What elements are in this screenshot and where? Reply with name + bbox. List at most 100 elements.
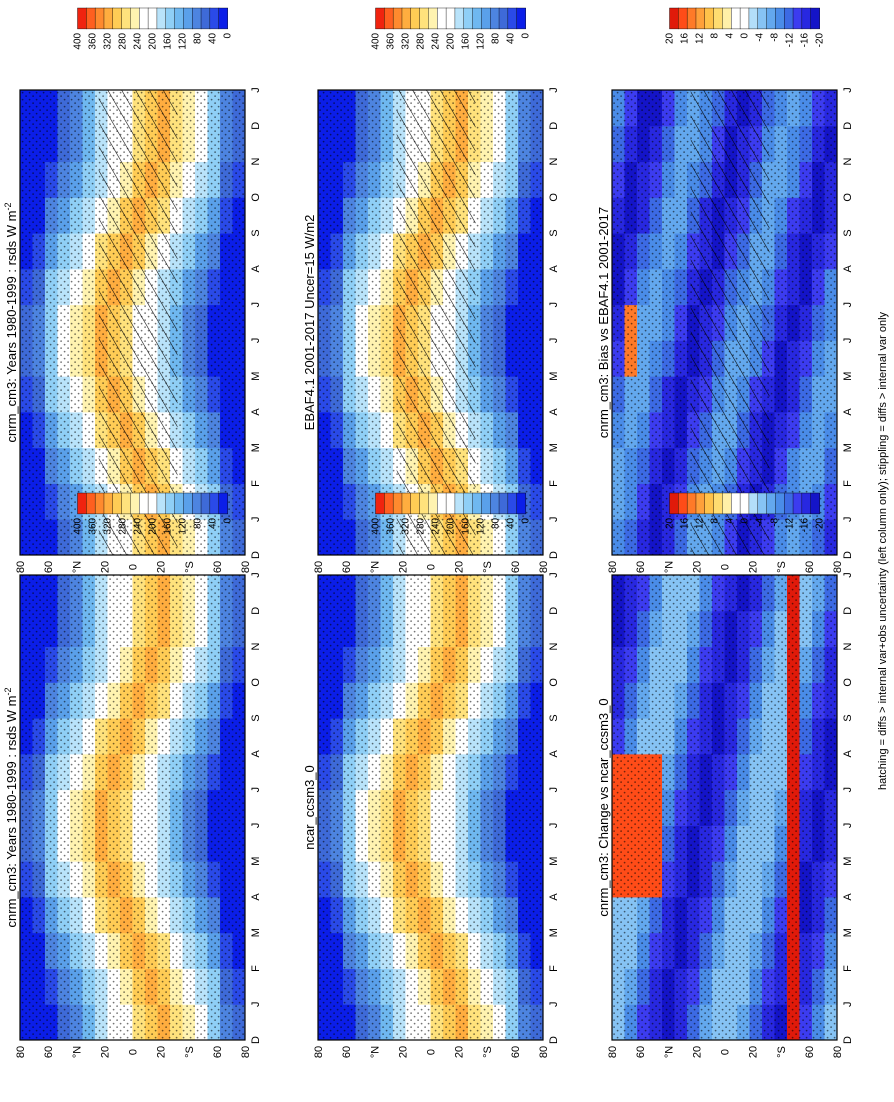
colorbar-swatch [165,7,176,30]
colorbar-tick-label: 360 [386,517,397,534]
month-tick-label: F [842,965,854,972]
latitude-tick-label: 20 [397,1046,409,1058]
colorbar-tick-label: 280 [118,32,129,49]
latitude-tick-label: 0 [720,1049,732,1055]
month-tick-label: D [250,607,262,615]
colorbar-tick-label: -12 [785,517,796,532]
month-tick-label: S [548,229,560,236]
panel-bias-vs-observation: cnrm_cm3: Bias vs EBAF4.1 2001-2017 D J F M A… [596,7,854,573]
month-tick-label: D [842,1036,854,1044]
latitude-tick-label: 80 [538,1046,550,1058]
month-tick-labels: D J F M A M J J A S O N D J [250,572,262,1044]
colorbar-swatch [139,7,149,30]
latitude-tick-labels: 80 60 °N 20 0 20 °S 60 80 [607,561,844,573]
plot-frame [19,89,246,556]
month-tick-label: F [548,480,560,487]
month-tick-label: J [250,87,262,93]
latitude-tick-label: 60 [212,1046,224,1058]
colorbar-swatch [156,492,167,515]
colorbar-tick-label: 120 [476,517,487,534]
month-tick-label: J [842,572,854,578]
colorbar-tick-label: 200 [148,32,159,49]
colorbar-swatch [147,7,158,30]
latitude-tick-label: 80 [607,561,619,573]
colorbar-swatch [112,492,123,515]
month-tick-label: J [548,787,560,793]
latitude-tick-labels: 80 60 °N 20 0 20 °S 60 80 [15,561,252,573]
plot-frame [611,89,838,556]
colorbar-tick-label: 200 [446,32,457,49]
latitude-tick-labels: 80 60 °N 20 0 20 °S 60 80 [15,1046,252,1058]
colorbar-tick-label: 240 [133,517,144,534]
colorbar-swatch [739,7,750,30]
month-tick-label: J [842,338,854,344]
month-tick-label: J [548,87,560,93]
month-tick-label: J [548,516,560,522]
latitude-tick-label: 60 [635,1046,647,1058]
colorbar-tick-label: 320 [401,517,412,534]
colorbar-tick-label: 0 [740,517,751,523]
month-tick-label: S [250,714,262,721]
latitude-tick-label: 20 [156,561,168,573]
colorbar-tick-label: 200 [446,517,457,534]
colorbar-tick-label: 80 [193,32,204,44]
colorbar-swatch [490,492,500,515]
month-tick-labels: D J F M A M J J A S O N D J [842,87,854,559]
colorbar-swatch [86,492,96,515]
month-tick-label: M [548,928,560,937]
latitude-tick-label: °S [482,561,494,573]
colorbar-swatch [147,492,158,515]
colorbar-swatch [419,7,429,30]
month-tick-label: J [842,516,854,522]
month-tick-label: O [842,678,854,687]
colorbar-swatch [165,492,176,515]
latitude-tick-label: 0 [426,564,438,570]
month-tick-label: D [842,122,854,130]
colorbar: 400 360 320 280 240 200 160 120 80 40 0 [73,492,234,535]
month-tick-label: O [548,193,560,202]
month-tick-label: S [842,714,854,721]
month-tick-label: J [250,823,262,829]
colorbar-swatch [472,492,482,515]
month-tick-label: M [842,857,854,866]
colorbar-swatch [428,7,438,30]
month-tick-labels: D J F M A M J J A S O N D J [548,87,560,559]
plot-frame [611,574,838,1041]
panel-model-climatology-right: cnrm_cm3: Years 1980-1999 : rsds W m-2 D J… [3,492,262,1058]
month-tick-label: J [250,516,262,522]
month-tick-label: F [250,965,262,972]
colorbar-swatch [801,7,812,30]
month-tick-label: O [250,193,262,202]
month-tick-label: J [842,302,854,308]
colorbar-swatch [130,7,140,30]
latitude-tick-label: 20 [748,1046,760,1058]
colorbar-swatch [704,492,715,515]
colorbar-swatch [516,492,526,515]
month-tick-label: A [548,893,560,901]
latitude-tick-label: °N [663,561,675,573]
latitude-tick-label: 0 [128,564,140,570]
colorbar-swatch [757,492,768,515]
colorbar-swatch [218,7,228,30]
colorbar-swatch [401,7,412,30]
latitude-tick-label: 60 [510,1046,522,1058]
month-tick-label: M [842,372,854,381]
colorbar-swatch [200,492,211,515]
colorbar-tick-label: 80 [193,517,204,529]
colorbar-tick-label: 0 [223,517,234,523]
colorbar-swatch [77,7,87,30]
colorbar-swatch [94,7,105,30]
colorbar-tick-label: 280 [118,517,129,534]
colorbar-tick-label: -8 [770,32,781,41]
colorbar-swatch [375,492,385,515]
month-tick-label: A [250,750,262,758]
latitude-tick-label: 60 [43,561,55,573]
colorbar-swatch [410,492,421,515]
colorbar-tick-label: 400 [371,517,382,534]
month-tick-label: M [250,928,262,937]
colorbar-swatch [192,492,202,515]
colorbar-swatch [775,492,785,515]
colorbar-swatch [678,7,688,30]
month-tick-label: N [842,643,854,651]
month-tick-label: M [842,443,854,452]
